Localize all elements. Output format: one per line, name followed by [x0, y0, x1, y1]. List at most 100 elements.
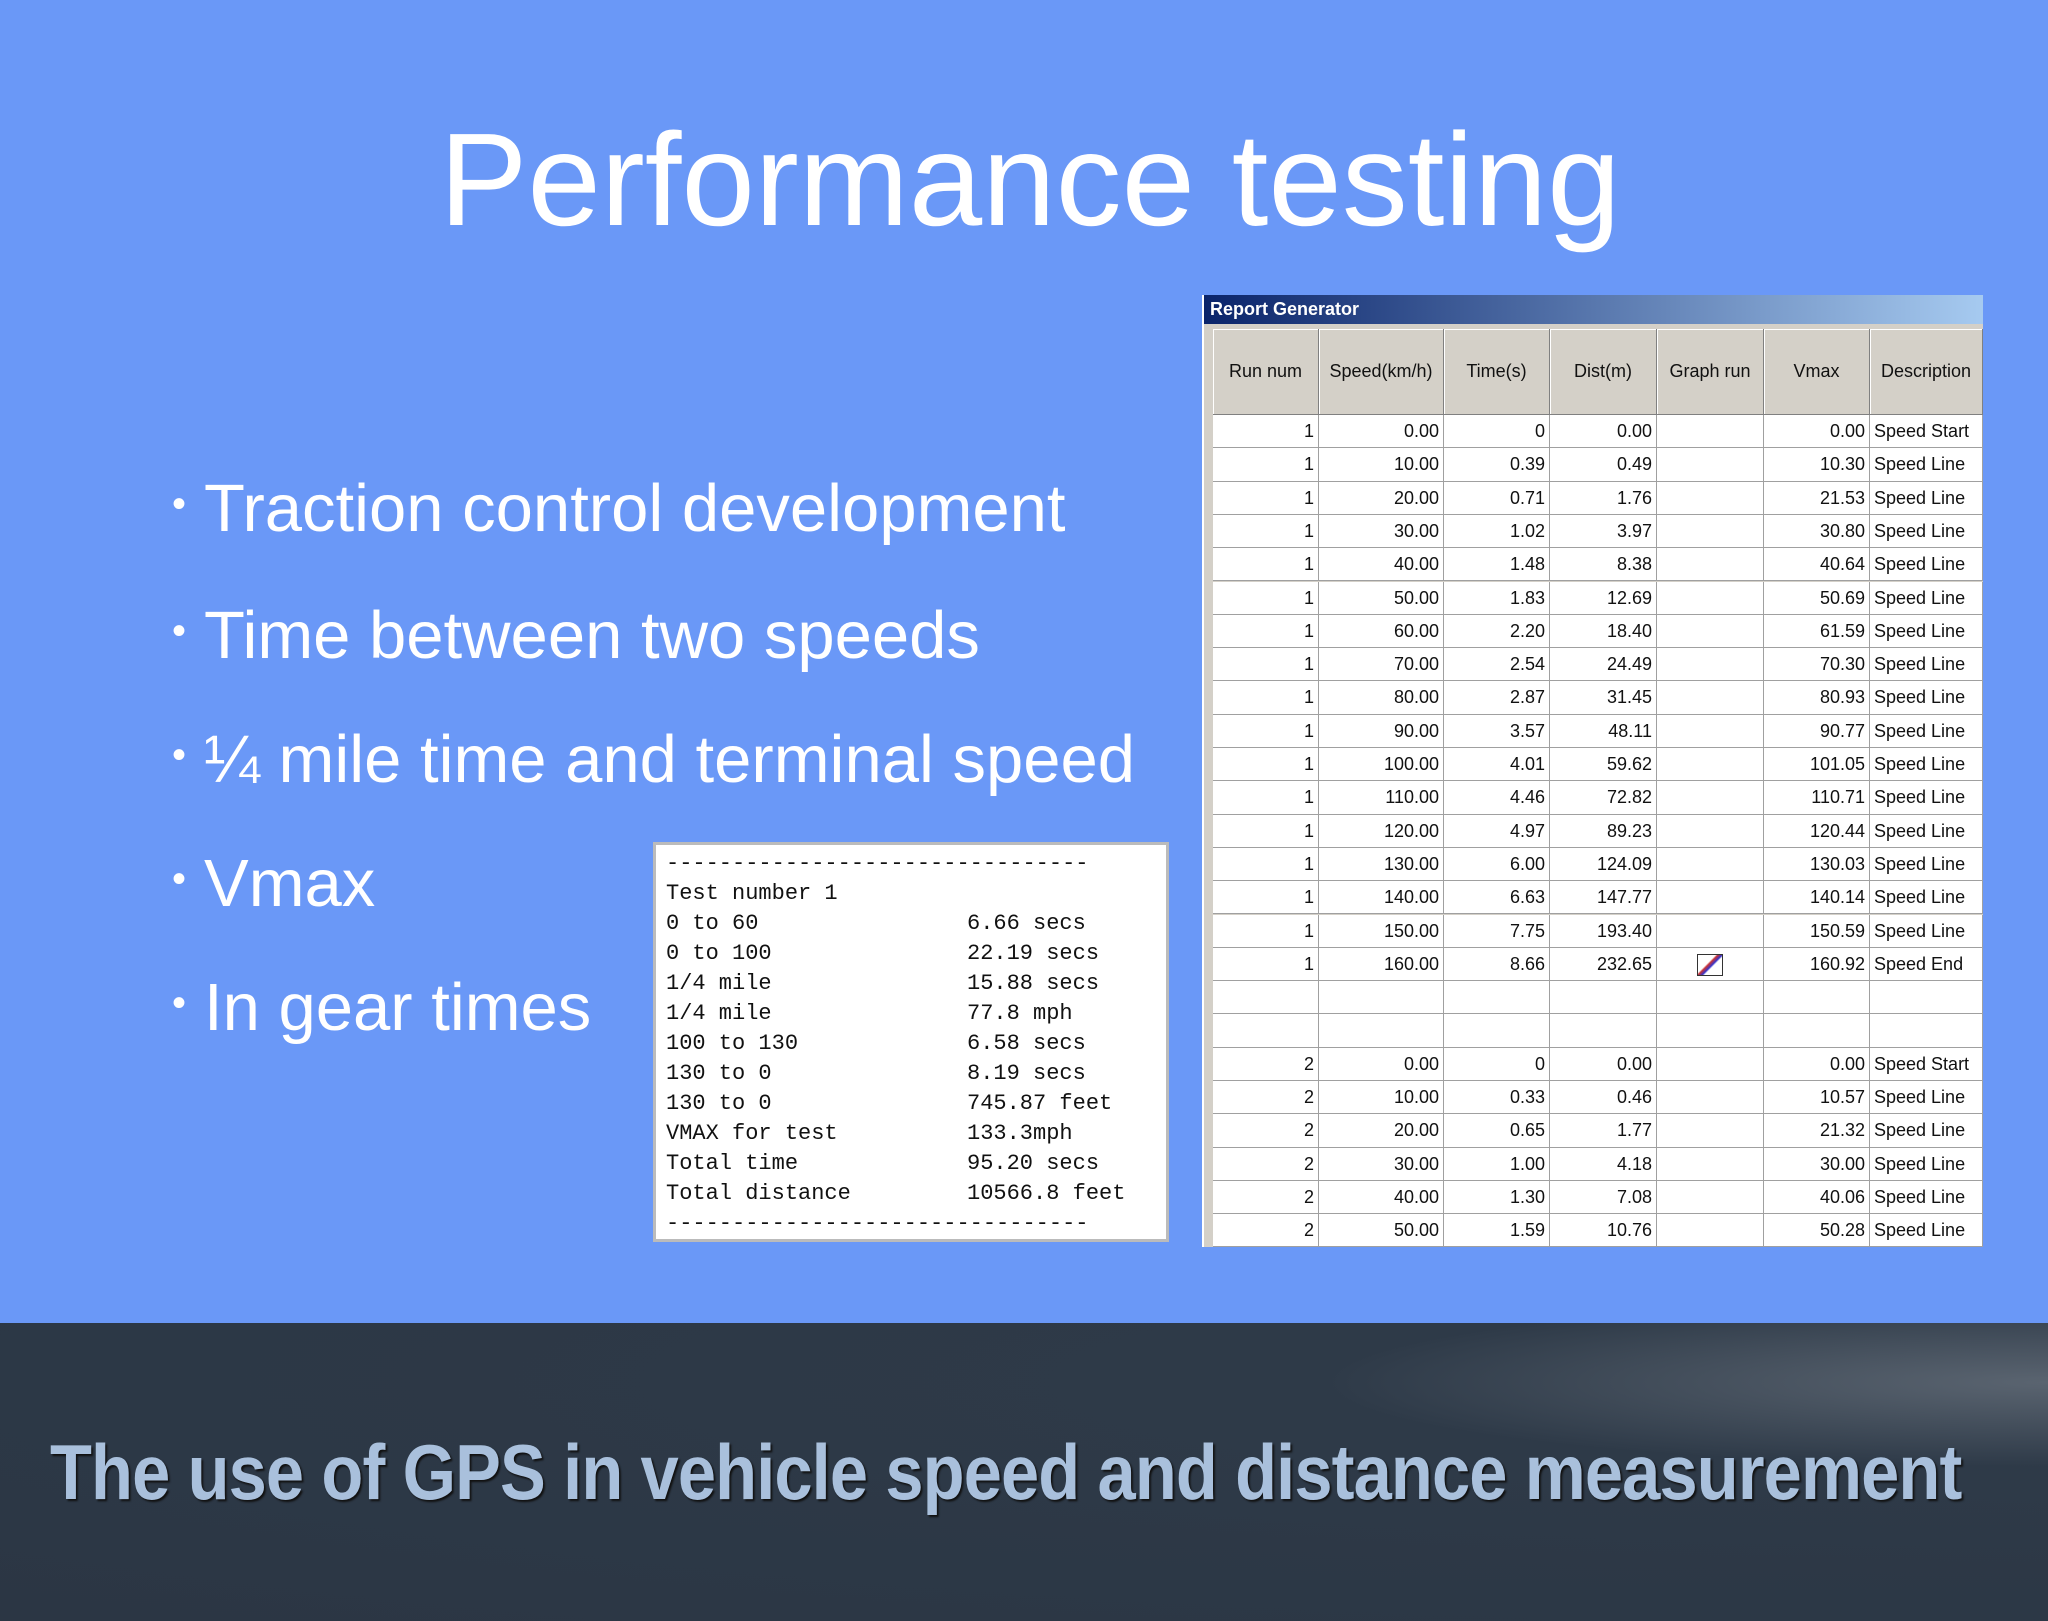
- console-value: 15.88 secs: [967, 971, 1100, 996]
- graph-cell: [1657, 814, 1764, 848]
- table-cell: 59.62: [1550, 748, 1657, 782]
- table-cell: 12.69: [1550, 581, 1657, 615]
- table-cell: 1: [1213, 581, 1319, 615]
- window-title: Report Generator: [1204, 295, 1983, 324]
- column-header: Graph run: [1657, 329, 1764, 415]
- table-cell: 2: [1213, 1081, 1319, 1115]
- graph-cell: [1657, 781, 1764, 815]
- table-cell: 50.00: [1319, 581, 1444, 615]
- table-cell: 4.46: [1444, 781, 1550, 815]
- table-cell: Speed Line: [1870, 681, 1983, 715]
- table-cell: 2: [1213, 1114, 1319, 1148]
- console-value: 133.3mph: [967, 1121, 1073, 1146]
- table-cell: 1: [1213, 548, 1319, 582]
- graph-cell: [1657, 514, 1764, 549]
- graph-cell: [1657, 1180, 1764, 1215]
- graph-cell: [1657, 581, 1764, 615]
- table-cell: Speed Line: [1870, 614, 1983, 649]
- graph-cell: [1657, 1214, 1764, 1247]
- table-cell: 1: [1213, 448, 1319, 482]
- console-label: VMAX for test: [666, 1121, 838, 1146]
- table-cell: Speed End: [1870, 947, 1983, 982]
- table-cell: 0.46: [1550, 1081, 1657, 1115]
- empty-cell: [1764, 981, 1870, 1015]
- table-cell: 18.40: [1550, 614, 1657, 649]
- table-cell: 8.66: [1444, 947, 1550, 982]
- bullet: Time between two speeds: [172, 596, 980, 685]
- graph-cell: [1657, 714, 1764, 748]
- console-label: Test number 1: [666, 881, 838, 906]
- console-value: 77.8 mph: [967, 1001, 1073, 1026]
- table-cell: 150.00: [1319, 914, 1444, 948]
- column-header: Run num: [1213, 329, 1319, 415]
- table-cell: 2.54: [1444, 648, 1550, 682]
- table-cell: 1.83: [1444, 581, 1550, 615]
- empty-cell: [1319, 981, 1444, 1015]
- table-cell: 1: [1213, 814, 1319, 848]
- column-header: Speed(km/h): [1319, 329, 1444, 415]
- table-cell: 8.38: [1550, 548, 1657, 582]
- table-cell: 0.33: [1444, 1081, 1550, 1115]
- table-cell: 147.77: [1550, 881, 1657, 915]
- console-value: 95.20 secs: [967, 1151, 1100, 1176]
- table-cell: Speed Line: [1870, 714, 1983, 748]
- table-cell: 0.39: [1444, 448, 1550, 482]
- console-value: 6.66 secs: [967, 911, 1086, 936]
- table-cell: 140.00: [1319, 881, 1444, 915]
- table-cell: 40.00: [1319, 548, 1444, 582]
- footer-band: [0, 1323, 2048, 1621]
- empty-cell: [1870, 1014, 1983, 1048]
- table-cell: 70.00: [1319, 648, 1444, 682]
- empty-cell: [1870, 981, 1983, 1015]
- table-cell: 3.97: [1550, 514, 1657, 549]
- table-cell: 50.28: [1764, 1214, 1870, 1247]
- table-cell: 20.00: [1319, 481, 1444, 515]
- table-cell: Speed Line: [1870, 814, 1983, 848]
- console-value: 8.19 secs: [967, 1061, 1086, 1086]
- table-cell: 2: [1213, 1147, 1319, 1181]
- table-cell: 1: [1213, 914, 1319, 948]
- table-cell: 3.57: [1444, 714, 1550, 748]
- table-cell: 1: [1213, 415, 1319, 449]
- console-label: 0 to 60: [666, 911, 759, 936]
- table-cell: 0.65: [1444, 1114, 1550, 1148]
- console-rule: --------------------------------: [666, 851, 1089, 876]
- table-cell: 20.00: [1319, 1114, 1444, 1148]
- table-cell: 160.92: [1764, 947, 1870, 982]
- empty-cell: [1444, 1014, 1550, 1048]
- table-cell: 1.59: [1444, 1214, 1550, 1247]
- table-cell: 6.63: [1444, 881, 1550, 915]
- column-header: Description: [1870, 329, 1983, 415]
- bullet: ¼ mile time and terminal speed: [172, 720, 1135, 809]
- table-cell: Speed Line: [1870, 1114, 1983, 1148]
- table-cell: 0.71: [1444, 481, 1550, 515]
- console-value: 6.58 secs: [967, 1031, 1086, 1056]
- table-cell: 1: [1213, 614, 1319, 649]
- table-cell: 10.00: [1319, 448, 1444, 482]
- graph-cell: [1657, 748, 1764, 782]
- table-cell: 0.00: [1764, 415, 1870, 449]
- table-cell: Speed Line: [1870, 781, 1983, 815]
- table-cell: 100.00: [1319, 748, 1444, 782]
- table-cell: 0: [1444, 1047, 1550, 1081]
- table-cell: 30.80: [1764, 514, 1870, 549]
- table-cell: Speed Line: [1870, 448, 1983, 482]
- table-cell: 140.14: [1764, 881, 1870, 915]
- table-cell: 30.00: [1319, 1147, 1444, 1181]
- graph-cell: [1657, 1114, 1764, 1148]
- table-cell: 193.40: [1550, 914, 1657, 948]
- empty-cell: [1657, 1014, 1764, 1048]
- table-cell: Speed Line: [1870, 1147, 1983, 1181]
- bullet: Vmax: [172, 844, 375, 933]
- footer-text: The use of GPS in vehicle speed and dist…: [50, 1428, 1962, 1516]
- table-cell: Speed Line: [1870, 1214, 1983, 1247]
- column-header: Vmax: [1764, 329, 1870, 415]
- table-cell: 1.00: [1444, 1147, 1550, 1181]
- table-cell: 21.53: [1764, 481, 1870, 515]
- graph-cell: [1657, 548, 1764, 582]
- table-cell: 1: [1213, 714, 1319, 748]
- graph-cell: [1657, 847, 1764, 882]
- table-cell: 7.08: [1550, 1180, 1657, 1215]
- table-cell: Speed Start: [1870, 1047, 1983, 1081]
- graph-icon[interactable]: [1697, 953, 1723, 976]
